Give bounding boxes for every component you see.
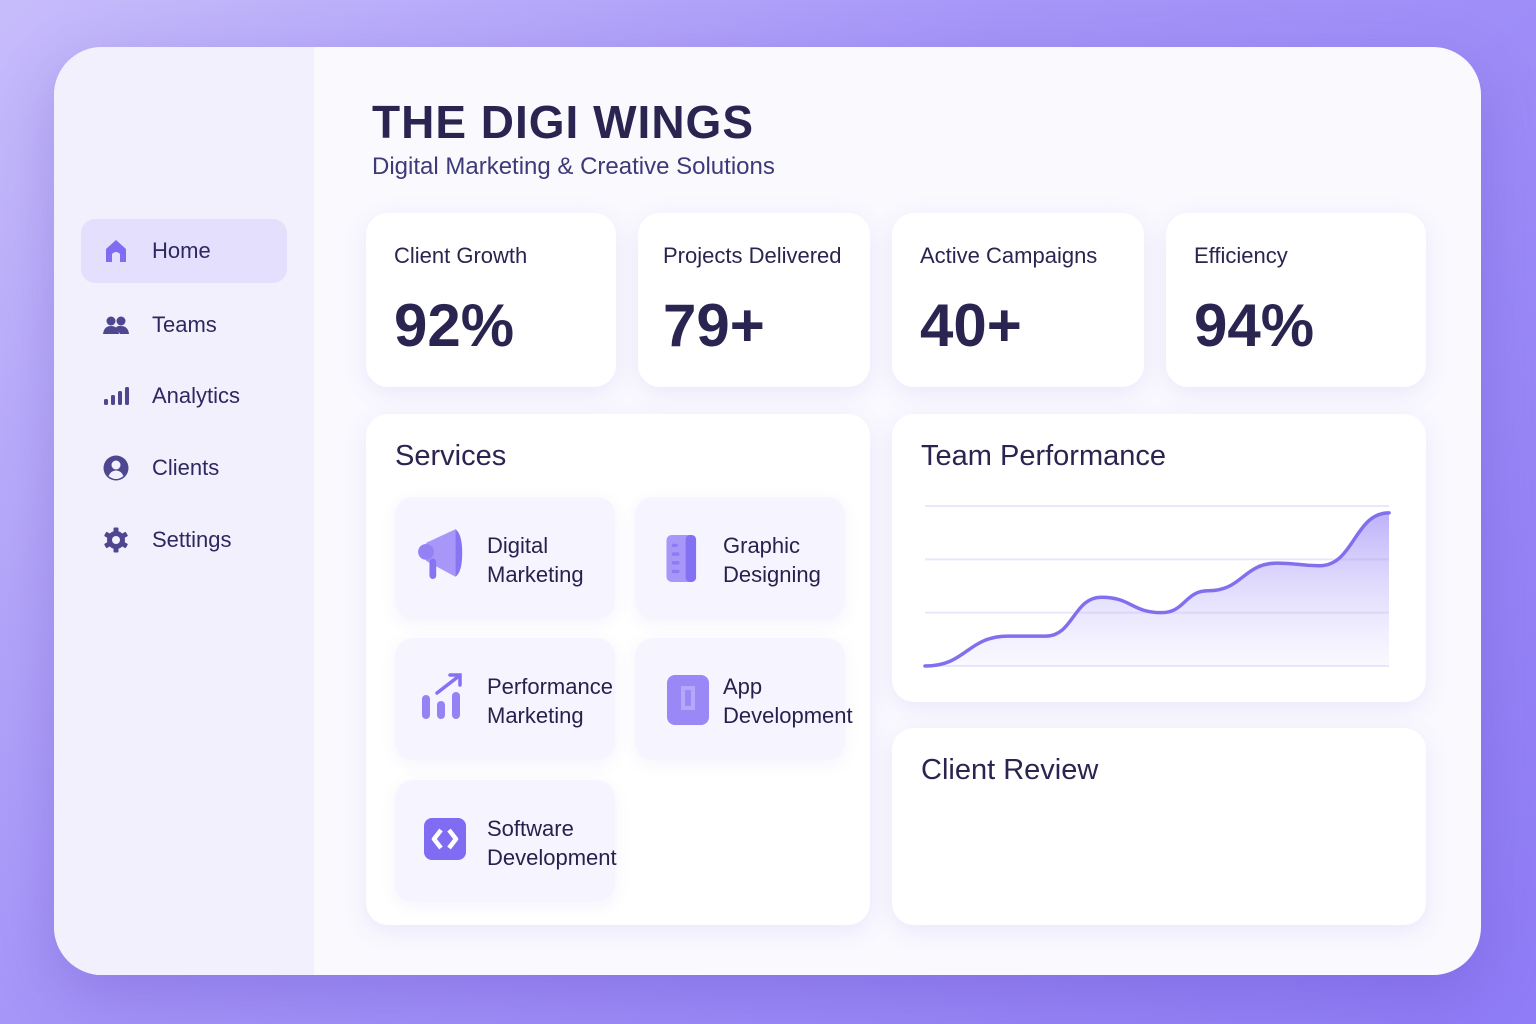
bar-chart-icon	[103, 383, 129, 409]
sidebar-item-label: Home	[152, 238, 211, 263]
mobile-app-icon	[667, 675, 709, 725]
stat-label: Projects Delivered	[663, 243, 842, 268]
stat-value: 40+	[920, 292, 1022, 359]
sidebar: Home Teams Analytics Clients Settings	[54, 47, 314, 975]
stat-value: 94%	[1194, 292, 1315, 359]
home-icon	[103, 238, 129, 264]
team-performance-title: Team Performance	[921, 440, 1166, 472]
stat-value: 92%	[394, 292, 515, 359]
chart-line	[923, 511, 1391, 668]
service-label: Graphic	[723, 533, 801, 558]
stat-value: 79+	[663, 292, 765, 359]
sidebar-item-teams[interactable]: Teams	[81, 293, 287, 357]
sidebar-item-analytics[interactable]: Analytics	[81, 364, 287, 428]
service-app-development[interactable]: App Development	[635, 638, 853, 760]
service-label: Digital	[487, 533, 549, 558]
service-performance-marketing[interactable]: Performance Marketing	[395, 638, 615, 760]
stat-card-projects-delivered: Projects Delivered 79+	[638, 213, 870, 387]
design-icon	[666, 535, 697, 582]
dashboard-panel: Home Teams Analytics Clients Settings TH…	[54, 47, 1481, 975]
gear-icon	[103, 527, 129, 553]
megaphone-icon	[418, 529, 463, 579]
service-label: Marketing	[487, 562, 584, 587]
client-review-title: Client Review	[921, 754, 1099, 786]
service-software-development[interactable]: Software Development	[395, 780, 617, 902]
services-card: Services Digital Marketing Graphic Designi…	[366, 414, 870, 925]
sidebar-item-home[interactable]: Home	[81, 219, 287, 283]
stat-label: Active Campaigns	[920, 243, 1098, 268]
sidebar-item-label: Settings	[152, 527, 232, 552]
users-icon	[103, 312, 129, 338]
service-digital-marketing[interactable]: Digital Marketing	[395, 497, 615, 619]
page-subtitle: Digital Marketing & Creative Solutions	[372, 153, 775, 180]
code-icon	[424, 818, 466, 860]
user-circle-icon	[103, 455, 129, 481]
client-review-card: Client Review	[892, 728, 1426, 925]
sidebar-item-label: Analytics	[152, 383, 241, 408]
service-label: Performance	[487, 674, 613, 699]
service-label: Software	[487, 816, 574, 841]
page-title: THE DIGI WINGS	[372, 96, 754, 148]
sidebar-item-label: Teams	[152, 312, 217, 337]
service-label: Designing	[723, 562, 821, 587]
service-label: App	[723, 674, 763, 699]
stat-card-efficiency: Efficiency 94%	[1166, 213, 1426, 387]
stat-label: Client Growth	[394, 243, 528, 268]
chart-area	[925, 512, 1389, 666]
service-label: Development	[723, 703, 853, 728]
service-label: Marketing	[487, 703, 584, 728]
stat-label: Efficiency	[1194, 243, 1288, 268]
growth-chart-icon	[422, 673, 462, 719]
sidebar-item-settings[interactable]: Settings	[81, 508, 287, 572]
team-performance-card: Team Performance	[892, 414, 1426, 702]
stat-card-active-campaigns: Active Campaigns 40+	[892, 213, 1144, 387]
team-performance-chart	[923, 505, 1391, 668]
sidebar-item-clients[interactable]: Clients	[81, 436, 287, 500]
services-title: Services	[395, 440, 507, 472]
stat-card-client-growth: Client Growth 92%	[366, 213, 616, 387]
service-label: Development	[487, 845, 617, 870]
service-graphic-designing[interactable]: Graphic Designing	[635, 497, 845, 619]
sidebar-item-label: Clients	[152, 455, 220, 480]
